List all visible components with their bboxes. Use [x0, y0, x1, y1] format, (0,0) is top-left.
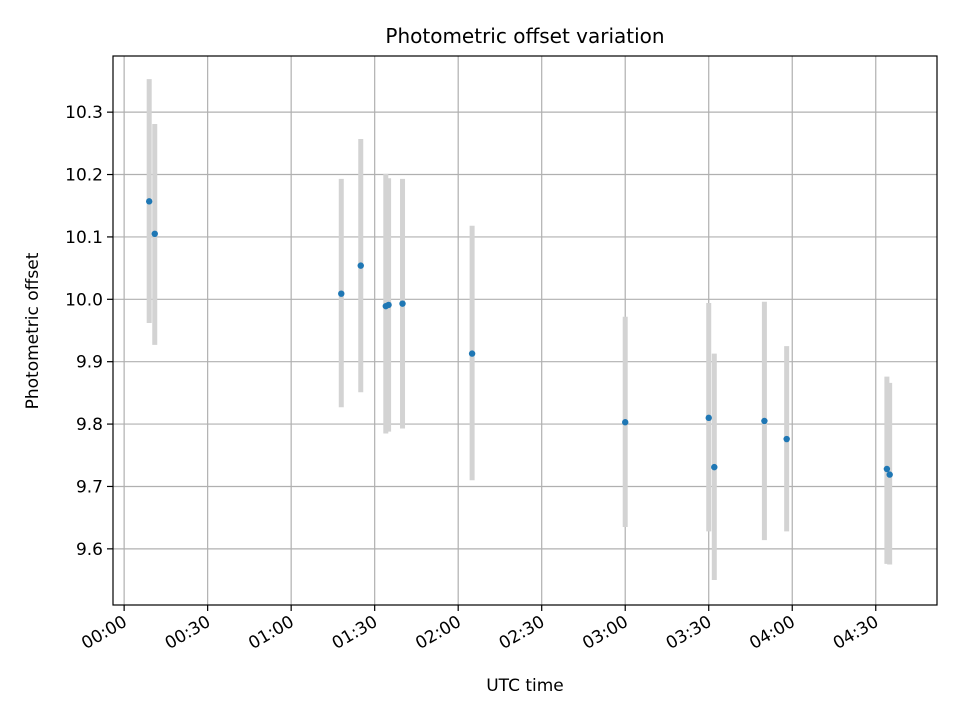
- data-point: [145, 198, 153, 205]
- plot-area: [113, 56, 937, 605]
- grid: [113, 56, 937, 605]
- x-axis-label: UTC time: [486, 676, 564, 696]
- y-tick-label: 10.3: [65, 103, 103, 123]
- data-point: [151, 230, 158, 238]
- data-point: [468, 350, 476, 357]
- data-point: [399, 300, 406, 307]
- y-axis-label: Photometric offset: [23, 252, 43, 409]
- data-point: [783, 435, 790, 443]
- data-point: [883, 465, 891, 473]
- y-tick-label: 9.8: [76, 415, 103, 435]
- data-point: [338, 290, 345, 297]
- data-point: [711, 463, 718, 471]
- data-point: [761, 417, 768, 425]
- y-tick-label: 10.2: [65, 166, 103, 186]
- y-tick-label: 9.9: [76, 353, 103, 373]
- plot-frame: [112, 55, 938, 606]
- data-point: [886, 471, 893, 478]
- data-point: [622, 419, 629, 426]
- y-tick-label: 10.0: [65, 290, 103, 310]
- y-tick-label: 9.6: [76, 540, 103, 560]
- data-point: [705, 414, 712, 422]
- y-tick-label: 10.1: [65, 228, 103, 248]
- data-point: [385, 301, 392, 309]
- y-axis: 9.6 9.7 9.8 9.9 10.0 10.1 10.2 10.3: [65, 103, 113, 560]
- y-tick-label: 9.7: [76, 477, 103, 497]
- chart-title: Photometric offset variation: [385, 24, 664, 48]
- data-point: [357, 262, 364, 269]
- data-points: [145, 198, 893, 478]
